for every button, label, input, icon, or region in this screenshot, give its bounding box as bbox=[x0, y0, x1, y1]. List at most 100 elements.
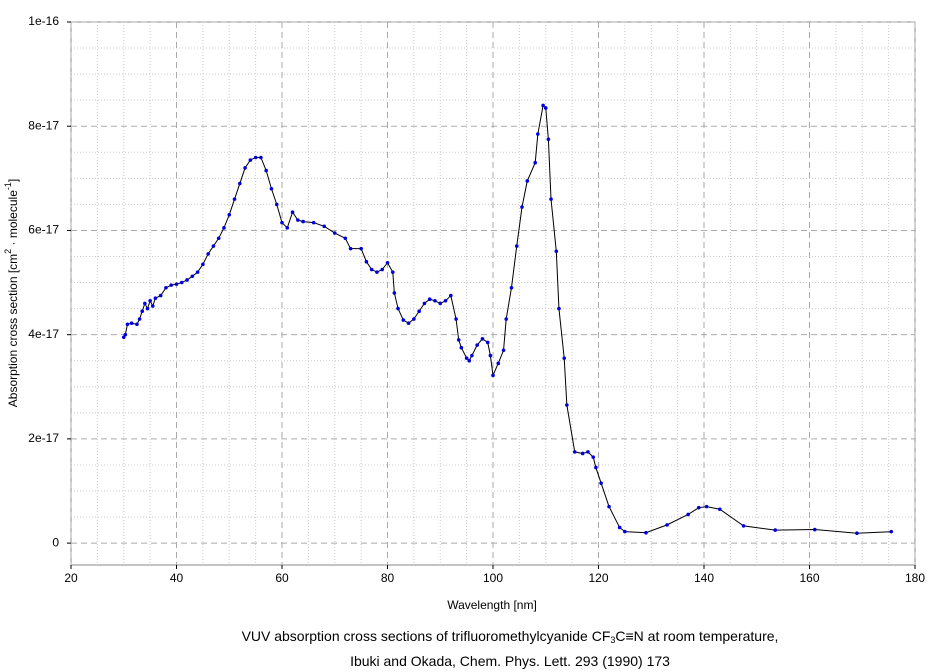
data-point bbox=[741, 524, 746, 528]
data-point bbox=[704, 504, 709, 509]
data-point bbox=[143, 301, 147, 306]
data-point bbox=[855, 531, 859, 536]
data-point bbox=[285, 226, 290, 230]
data-point bbox=[164, 285, 168, 290]
data-point bbox=[594, 465, 598, 470]
data-point bbox=[686, 512, 690, 517]
data-point bbox=[496, 361, 501, 366]
x-tick-label: 180 bbox=[905, 571, 925, 585]
subscript: 3 bbox=[610, 635, 615, 645]
text-part: C≡N at room temperature, bbox=[615, 628, 778, 644]
marks bbox=[121, 103, 894, 536]
data-point bbox=[475, 343, 479, 347]
data-point bbox=[454, 317, 458, 321]
data-point bbox=[485, 340, 490, 345]
data-point bbox=[541, 103, 545, 108]
data-point bbox=[129, 321, 134, 326]
data-point bbox=[390, 270, 395, 274]
data-point bbox=[580, 451, 585, 456]
y-tick-label: 1e-16 bbox=[28, 14, 59, 28]
data-point bbox=[375, 270, 379, 274]
data-point bbox=[417, 309, 421, 314]
data-point bbox=[253, 155, 258, 160]
data-point bbox=[554, 249, 559, 254]
data-point bbox=[158, 293, 163, 298]
data-point bbox=[467, 358, 472, 363]
data-point bbox=[227, 213, 232, 217]
data-point bbox=[145, 306, 150, 311]
data-point bbox=[280, 220, 284, 225]
data-point bbox=[206, 252, 210, 256]
data-point bbox=[504, 317, 508, 321]
data-point bbox=[174, 282, 179, 286]
data-point bbox=[438, 301, 443, 306]
data-point bbox=[665, 523, 669, 527]
data-point bbox=[501, 348, 506, 353]
y-tick-label: 2e-17 bbox=[28, 431, 59, 445]
grid bbox=[67, 21, 916, 569]
data-line bbox=[123, 104, 892, 534]
data-point bbox=[557, 306, 561, 311]
data-point bbox=[586, 450, 590, 454]
data-point bbox=[470, 353, 474, 358]
data-point bbox=[543, 106, 548, 110]
data-point bbox=[412, 317, 416, 321]
data-point bbox=[125, 322, 130, 327]
data-point bbox=[179, 280, 184, 285]
data-point bbox=[150, 304, 155, 308]
data-point bbox=[296, 218, 300, 222]
data-point bbox=[348, 246, 353, 251]
data-point bbox=[406, 321, 411, 326]
data-point bbox=[169, 283, 174, 287]
data-point bbox=[137, 317, 142, 321]
data-point bbox=[514, 244, 519, 248]
data-point bbox=[773, 528, 778, 532]
data-point bbox=[422, 301, 427, 306]
data-point bbox=[322, 224, 327, 229]
data-point bbox=[238, 181, 242, 186]
text-part: · molecule bbox=[6, 190, 20, 249]
data-point bbox=[185, 278, 189, 282]
data-point bbox=[536, 132, 540, 136]
data-point bbox=[259, 155, 263, 160]
data-point bbox=[135, 322, 139, 327]
data-point bbox=[491, 373, 495, 378]
data-point bbox=[140, 309, 145, 314]
data-point bbox=[565, 403, 569, 407]
data-point bbox=[812, 527, 817, 532]
caption: VUV absorption cross sections of trifluo… bbox=[242, 628, 779, 646]
data-point bbox=[480, 337, 485, 341]
data-point bbox=[216, 236, 221, 241]
x-tick-label: 120 bbox=[588, 571, 608, 585]
data-point bbox=[607, 504, 611, 509]
data-point bbox=[509, 285, 514, 290]
data-point bbox=[644, 530, 648, 535]
y-tick-label: 8e-17 bbox=[28, 118, 59, 132]
x-tick-label: 60 bbox=[275, 571, 289, 585]
data-point bbox=[232, 197, 237, 201]
x-tick-label: 80 bbox=[381, 571, 395, 585]
y-tick-label: 0 bbox=[52, 535, 59, 549]
data-point bbox=[243, 166, 247, 170]
data-point bbox=[123, 332, 128, 337]
data-point bbox=[449, 293, 453, 298]
superscript: -1 bbox=[3, 182, 13, 190]
text-part: ] bbox=[6, 179, 20, 182]
data-point bbox=[889, 529, 894, 534]
data-point bbox=[301, 219, 305, 224]
x-tick-label: 20 bbox=[64, 571, 78, 585]
data-point bbox=[385, 260, 390, 265]
superscript: 2 bbox=[3, 249, 13, 254]
data-point bbox=[599, 481, 603, 485]
data-point bbox=[380, 267, 385, 272]
x-axis-label: Wavelength [nm] bbox=[447, 598, 537, 612]
data-point bbox=[332, 231, 337, 235]
data-point bbox=[148, 298, 152, 303]
data-point bbox=[311, 220, 316, 225]
data-point bbox=[549, 197, 553, 201]
data-point bbox=[443, 298, 448, 303]
x-tick-label: 100 bbox=[483, 571, 503, 585]
data-point bbox=[274, 202, 279, 207]
y-tick-label: 6e-17 bbox=[28, 223, 59, 237]
